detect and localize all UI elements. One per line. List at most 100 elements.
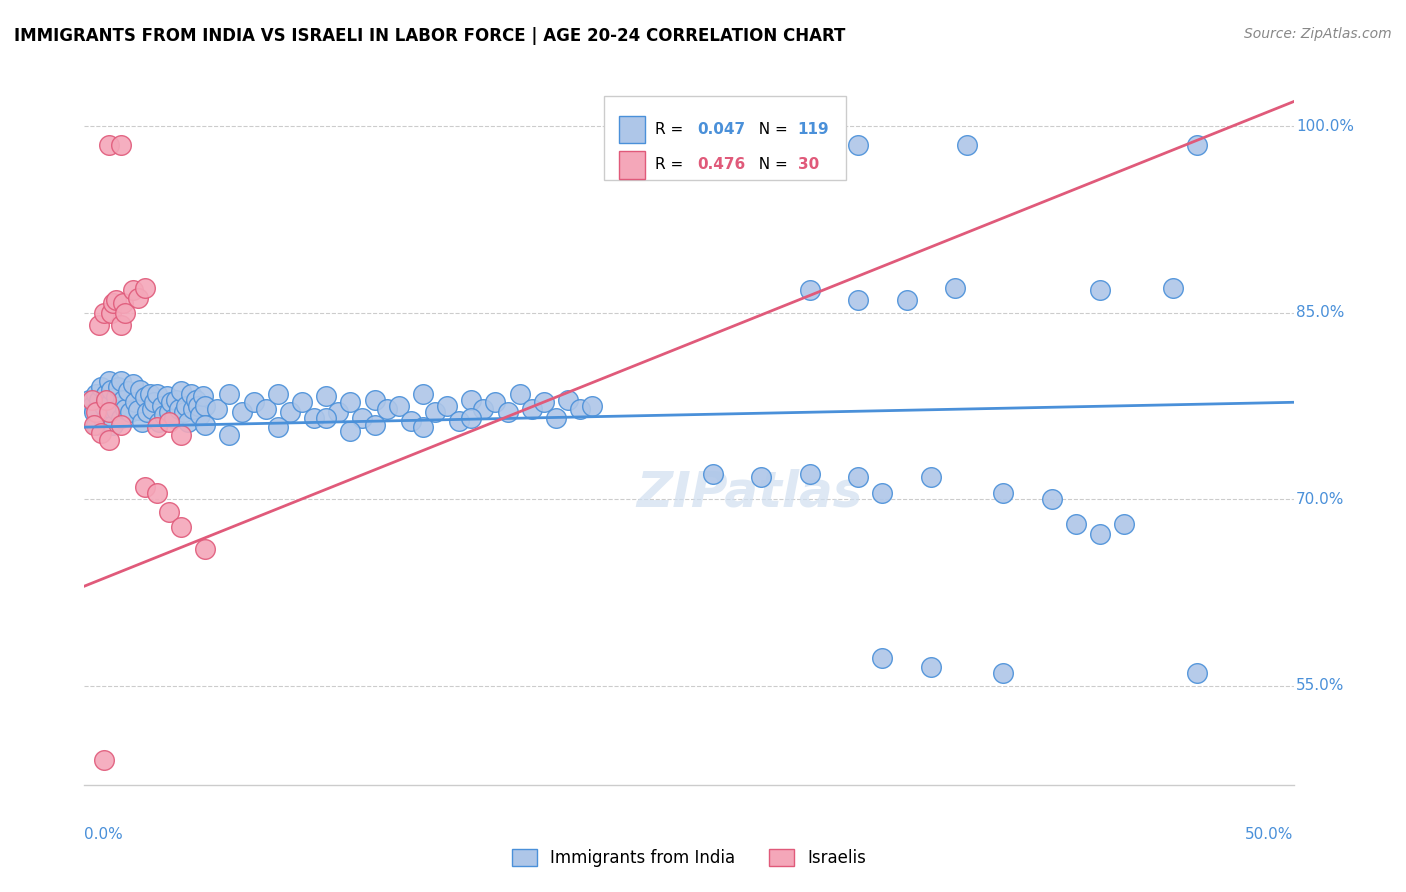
Point [134, 480, 156, 494]
Point [148, 415, 170, 429]
Point [160, 395, 183, 409]
Point [218, 386, 240, 401]
Point [191, 389, 214, 403]
Point [267, 420, 290, 434]
Point [155, 389, 177, 403]
Point [177, 415, 200, 429]
Point [460, 411, 482, 425]
Point [207, 401, 229, 416]
Point [93, 399, 115, 413]
Point [170, 519, 193, 533]
Point [569, 401, 592, 416]
Point [131, 415, 153, 429]
Text: 70.0%: 70.0% [1296, 491, 1344, 507]
Point [93, 306, 115, 320]
Point [799, 284, 821, 298]
Text: 50.0%: 50.0% [1246, 827, 1294, 842]
Point [83, 405, 105, 419]
Text: 55.0%: 55.0% [1296, 678, 1344, 693]
Text: IMMIGRANTS FROM INDIA VS ISRAELI IN LABOR FORCE | AGE 20-24 CORRELATION CHART: IMMIGRANTS FROM INDIA VS ISRAELI IN LABO… [14, 27, 845, 45]
Point [97, 433, 120, 447]
Point [100, 383, 122, 397]
Point [97, 405, 120, 419]
Point [1185, 138, 1208, 153]
Point [190, 408, 212, 422]
Point [138, 386, 160, 401]
Point [104, 293, 127, 308]
Point [83, 417, 105, 432]
Point [218, 427, 240, 442]
Point [110, 417, 132, 432]
Point [1161, 281, 1184, 295]
Legend: Immigrants from India, Israelis: Immigrants from India, Israelis [512, 849, 866, 867]
Point [302, 411, 325, 425]
Point [170, 427, 193, 442]
Text: 0.0%: 0.0% [84, 827, 124, 842]
Point [339, 395, 361, 409]
Point [87, 392, 110, 407]
Point [110, 411, 132, 425]
Point [150, 399, 173, 413]
Point [872, 486, 894, 500]
Point [388, 399, 411, 413]
Point [94, 392, 117, 407]
Point [77, 392, 100, 407]
Point [352, 411, 374, 425]
Point [993, 486, 1015, 500]
Point [520, 401, 543, 416]
Point [134, 390, 156, 404]
Point [242, 395, 264, 409]
Point [291, 395, 314, 409]
Point [121, 284, 143, 298]
Point [114, 306, 136, 320]
Point [124, 395, 146, 409]
Point [134, 281, 156, 295]
Point [231, 405, 253, 419]
Point [472, 401, 495, 416]
Bar [619, 151, 645, 178]
Text: Source: ZipAtlas.com: Source: ZipAtlas.com [1244, 27, 1392, 41]
Point [846, 138, 869, 153]
Point [90, 426, 112, 441]
Point [799, 467, 821, 482]
Point [167, 401, 190, 416]
Point [1088, 527, 1111, 541]
Point [163, 411, 186, 425]
Point [1114, 516, 1136, 531]
Point [107, 380, 129, 394]
Point [412, 386, 434, 401]
Text: 30: 30 [797, 157, 820, 172]
Point [157, 405, 180, 419]
Text: R =: R = [655, 122, 688, 137]
Point [399, 414, 422, 428]
Point [184, 392, 207, 407]
Point [920, 470, 942, 484]
Point [141, 401, 163, 416]
Point [846, 470, 869, 484]
Point [412, 420, 434, 434]
Point [181, 401, 204, 416]
Point [157, 415, 180, 429]
Point [460, 392, 482, 407]
Point [87, 318, 110, 333]
Point [496, 405, 519, 419]
Point [121, 376, 143, 391]
Point [80, 399, 103, 413]
Point [110, 138, 132, 153]
Point [278, 405, 301, 419]
Point [846, 293, 869, 308]
Point [127, 291, 149, 305]
Point [117, 384, 139, 398]
Point [1088, 284, 1111, 298]
Text: N =: N = [749, 157, 793, 172]
Point [100, 395, 122, 409]
Point [509, 386, 531, 401]
Point [581, 399, 603, 413]
Point [157, 505, 180, 519]
Point [112, 392, 135, 407]
Point [146, 386, 169, 401]
Text: N =: N = [749, 122, 793, 137]
Text: 119: 119 [797, 122, 830, 137]
Point [993, 666, 1015, 681]
Point [544, 411, 567, 425]
